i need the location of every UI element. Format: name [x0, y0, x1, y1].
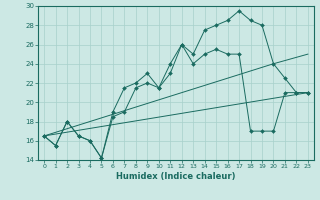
X-axis label: Humidex (Indice chaleur): Humidex (Indice chaleur) [116, 172, 236, 181]
